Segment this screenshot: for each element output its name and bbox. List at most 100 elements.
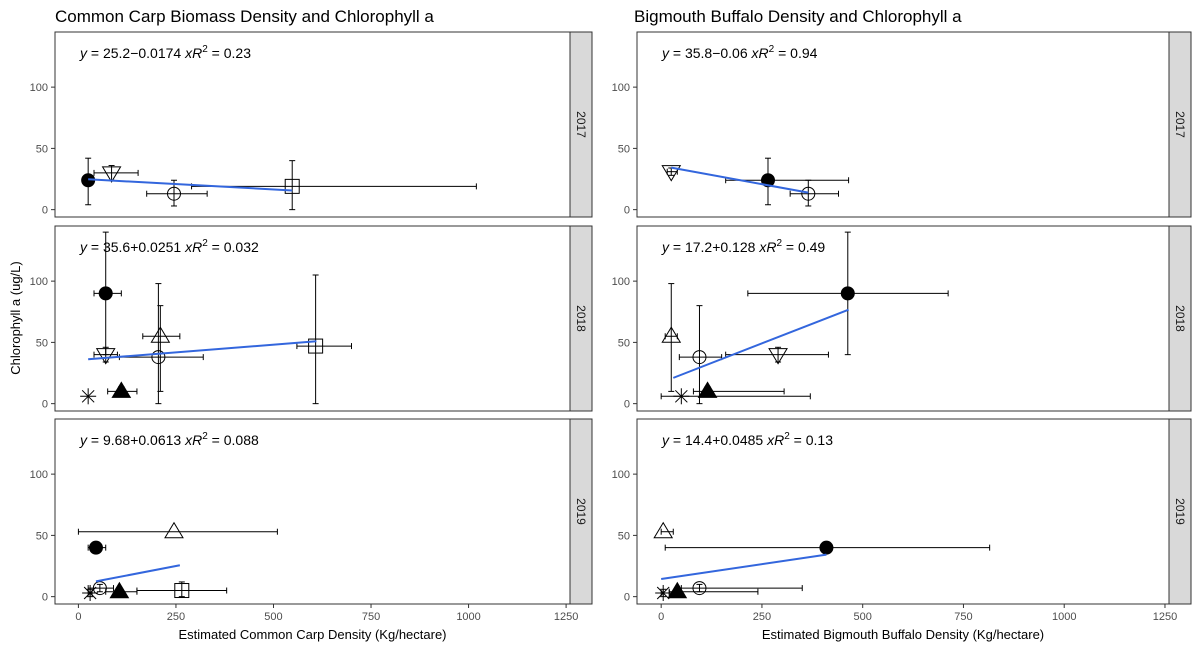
- y-tick-label: 100: [30, 469, 48, 481]
- regression-line: [88, 340, 317, 361]
- panel-border: [636, 31, 1170, 218]
- facet-strip-label: 2019: [574, 498, 588, 525]
- equation-r2: = 0.088: [208, 432, 259, 448]
- regression-equation: y = 14.4+0.0485 xR2 = 0.13: [661, 431, 833, 448]
- y-tick-label: 0: [42, 399, 48, 411]
- marker-open-triangle-up: [653, 521, 674, 539]
- y-tick-label: 0: [42, 205, 48, 217]
- marker-open-triangle-down: [661, 165, 682, 182]
- data-point-open-circle: [789, 179, 840, 207]
- x-tick-label: 250: [167, 611, 185, 623]
- marker-asterisk-stroke: [656, 586, 670, 600]
- marker-asterisk-stroke: [674, 389, 688, 403]
- marker-open-triangle-up: [661, 326, 682, 343]
- equation-r: R: [766, 239, 776, 255]
- x-tick-label: 750: [954, 611, 972, 623]
- data-point-open-triangle-down: [93, 346, 118, 365]
- facet-strip: [569, 418, 593, 605]
- marker-open-circle: [692, 350, 707, 365]
- data-point-open-triangle-down: [725, 346, 829, 365]
- data-point-filled-circle: [87, 540, 107, 555]
- data-point-open-square: [296, 274, 353, 405]
- panel-border: [54, 225, 571, 412]
- regression-line: [671, 166, 809, 194]
- data-point-asterisk: [660, 388, 811, 405]
- x-tick-label: 1000: [1052, 611, 1076, 623]
- regression-line: [95, 564, 181, 583]
- equation-r2: = 0.23: [208, 45, 251, 61]
- facet-strip-label: 2018: [1173, 305, 1187, 332]
- x-axis-title: Estimated Bigmouth Buffalo Density (Kg/h…: [762, 627, 1044, 642]
- facet-strip: [569, 31, 593, 218]
- y-tick-label: 50: [618, 530, 630, 542]
- equation-r: R: [192, 432, 202, 448]
- data-point-asterisk: [80, 388, 97, 405]
- facet-panel-2018: 2018 0 50 100 y = 35.6+0.0251 xR2 = 0.032: [30, 225, 593, 412]
- marker-open-circle: [801, 186, 816, 201]
- data-point-open-circle: [87, 581, 115, 596]
- marker-filled-triangle-up: [111, 381, 132, 398]
- regression-equation: y = 35.6+0.0251 xR2 = 0.032: [79, 238, 259, 255]
- facet-panel-2017: 2017 0 50 100 y = 35.8−0.06 xR2 = 0.94: [612, 31, 1192, 218]
- data-point-open-square: [191, 160, 477, 211]
- marker-filled-circle: [98, 286, 113, 301]
- marker-open-triangle-down: [101, 166, 122, 183]
- y-tick-label: 100: [30, 82, 48, 94]
- y-tick-label: 100: [612, 276, 630, 288]
- x-tick-label: 500: [264, 611, 282, 623]
- y-tick-label: 100: [612, 82, 630, 94]
- chart-title: Common Carp Biomass Density and Chloroph…: [55, 7, 434, 26]
- equation-r2: = 0.13: [790, 432, 833, 448]
- marker-filled-triangle-up: [109, 581, 130, 599]
- equation-x: x: [758, 239, 767, 255]
- data-point-open-triangle-up: [653, 521, 674, 539]
- x-tick-label: 1000: [456, 611, 480, 623]
- marker-open-triangle-down: [768, 348, 788, 365]
- y-tick-label: 50: [36, 530, 48, 542]
- equation-r: R: [192, 45, 202, 61]
- marker-open-triangle-up: [164, 521, 184, 539]
- equation-exp: 2: [202, 431, 208, 442]
- marker-open-circle: [692, 581, 707, 596]
- facet-panel-2019: 2019 0 50 100 y = 14.4+0.0485 xR2 = 0.13: [612, 418, 1192, 605]
- equation-exp: 2: [776, 238, 782, 249]
- y-tick-label: 0: [624, 205, 630, 217]
- facet-strip: [1168, 31, 1192, 218]
- equation-r: R: [759, 45, 769, 61]
- data-point-filled-circle: [725, 157, 850, 206]
- data-point-filled-circle: [747, 231, 949, 356]
- data-point-filled-triangle-up: [692, 381, 785, 398]
- x-tick-label: 750: [362, 611, 380, 623]
- facet-strip-label: 2017: [574, 111, 588, 138]
- facet-strip-label: 2019: [1173, 498, 1187, 525]
- y-tick-label: 50: [618, 143, 630, 155]
- marker-filled-circle: [760, 173, 775, 188]
- equation-y_lhs: y: [79, 45, 88, 61]
- equation-eq: = 35.6+0.0251: [87, 239, 185, 255]
- data-point-asterisk: [82, 584, 99, 601]
- equation-y_lhs: y: [661, 239, 670, 255]
- facet-strip: [569, 225, 593, 412]
- facet-strip: [1168, 225, 1192, 412]
- marker-open-circle: [166, 186, 181, 201]
- regression-equation: y = 17.2+0.128 xR2 = 0.49: [661, 238, 825, 255]
- y-tick-label: 100: [30, 276, 48, 288]
- x-tick-label: 1250: [1153, 611, 1177, 623]
- marker-asterisk-stroke: [81, 389, 95, 403]
- equation-exp: 2: [769, 44, 775, 55]
- data-point-open-circle: [678, 305, 723, 405]
- chart-2: Bigmouth Buffalo Density and Chlorophyll…: [612, 7, 1192, 642]
- marker-filled-triangle-up: [667, 581, 688, 599]
- marker-filled-triangle-up: [697, 381, 718, 398]
- chart-1: Common Carp Biomass Density and Chloroph…: [8, 7, 593, 642]
- equation-eq: = 9.68+0.0613: [87, 432, 185, 448]
- regression-equation: y = 25.2−0.0174 xR2 = 0.23: [79, 44, 251, 61]
- equation-eq: = 25.2−0.0174: [87, 45, 185, 61]
- equation-exp: 2: [784, 431, 790, 442]
- y-tick-label: 100: [612, 469, 630, 481]
- y-tick-label: 50: [36, 143, 48, 155]
- y-tick-label: 50: [618, 337, 630, 349]
- equation-eq: = 17.2+0.128: [669, 239, 759, 255]
